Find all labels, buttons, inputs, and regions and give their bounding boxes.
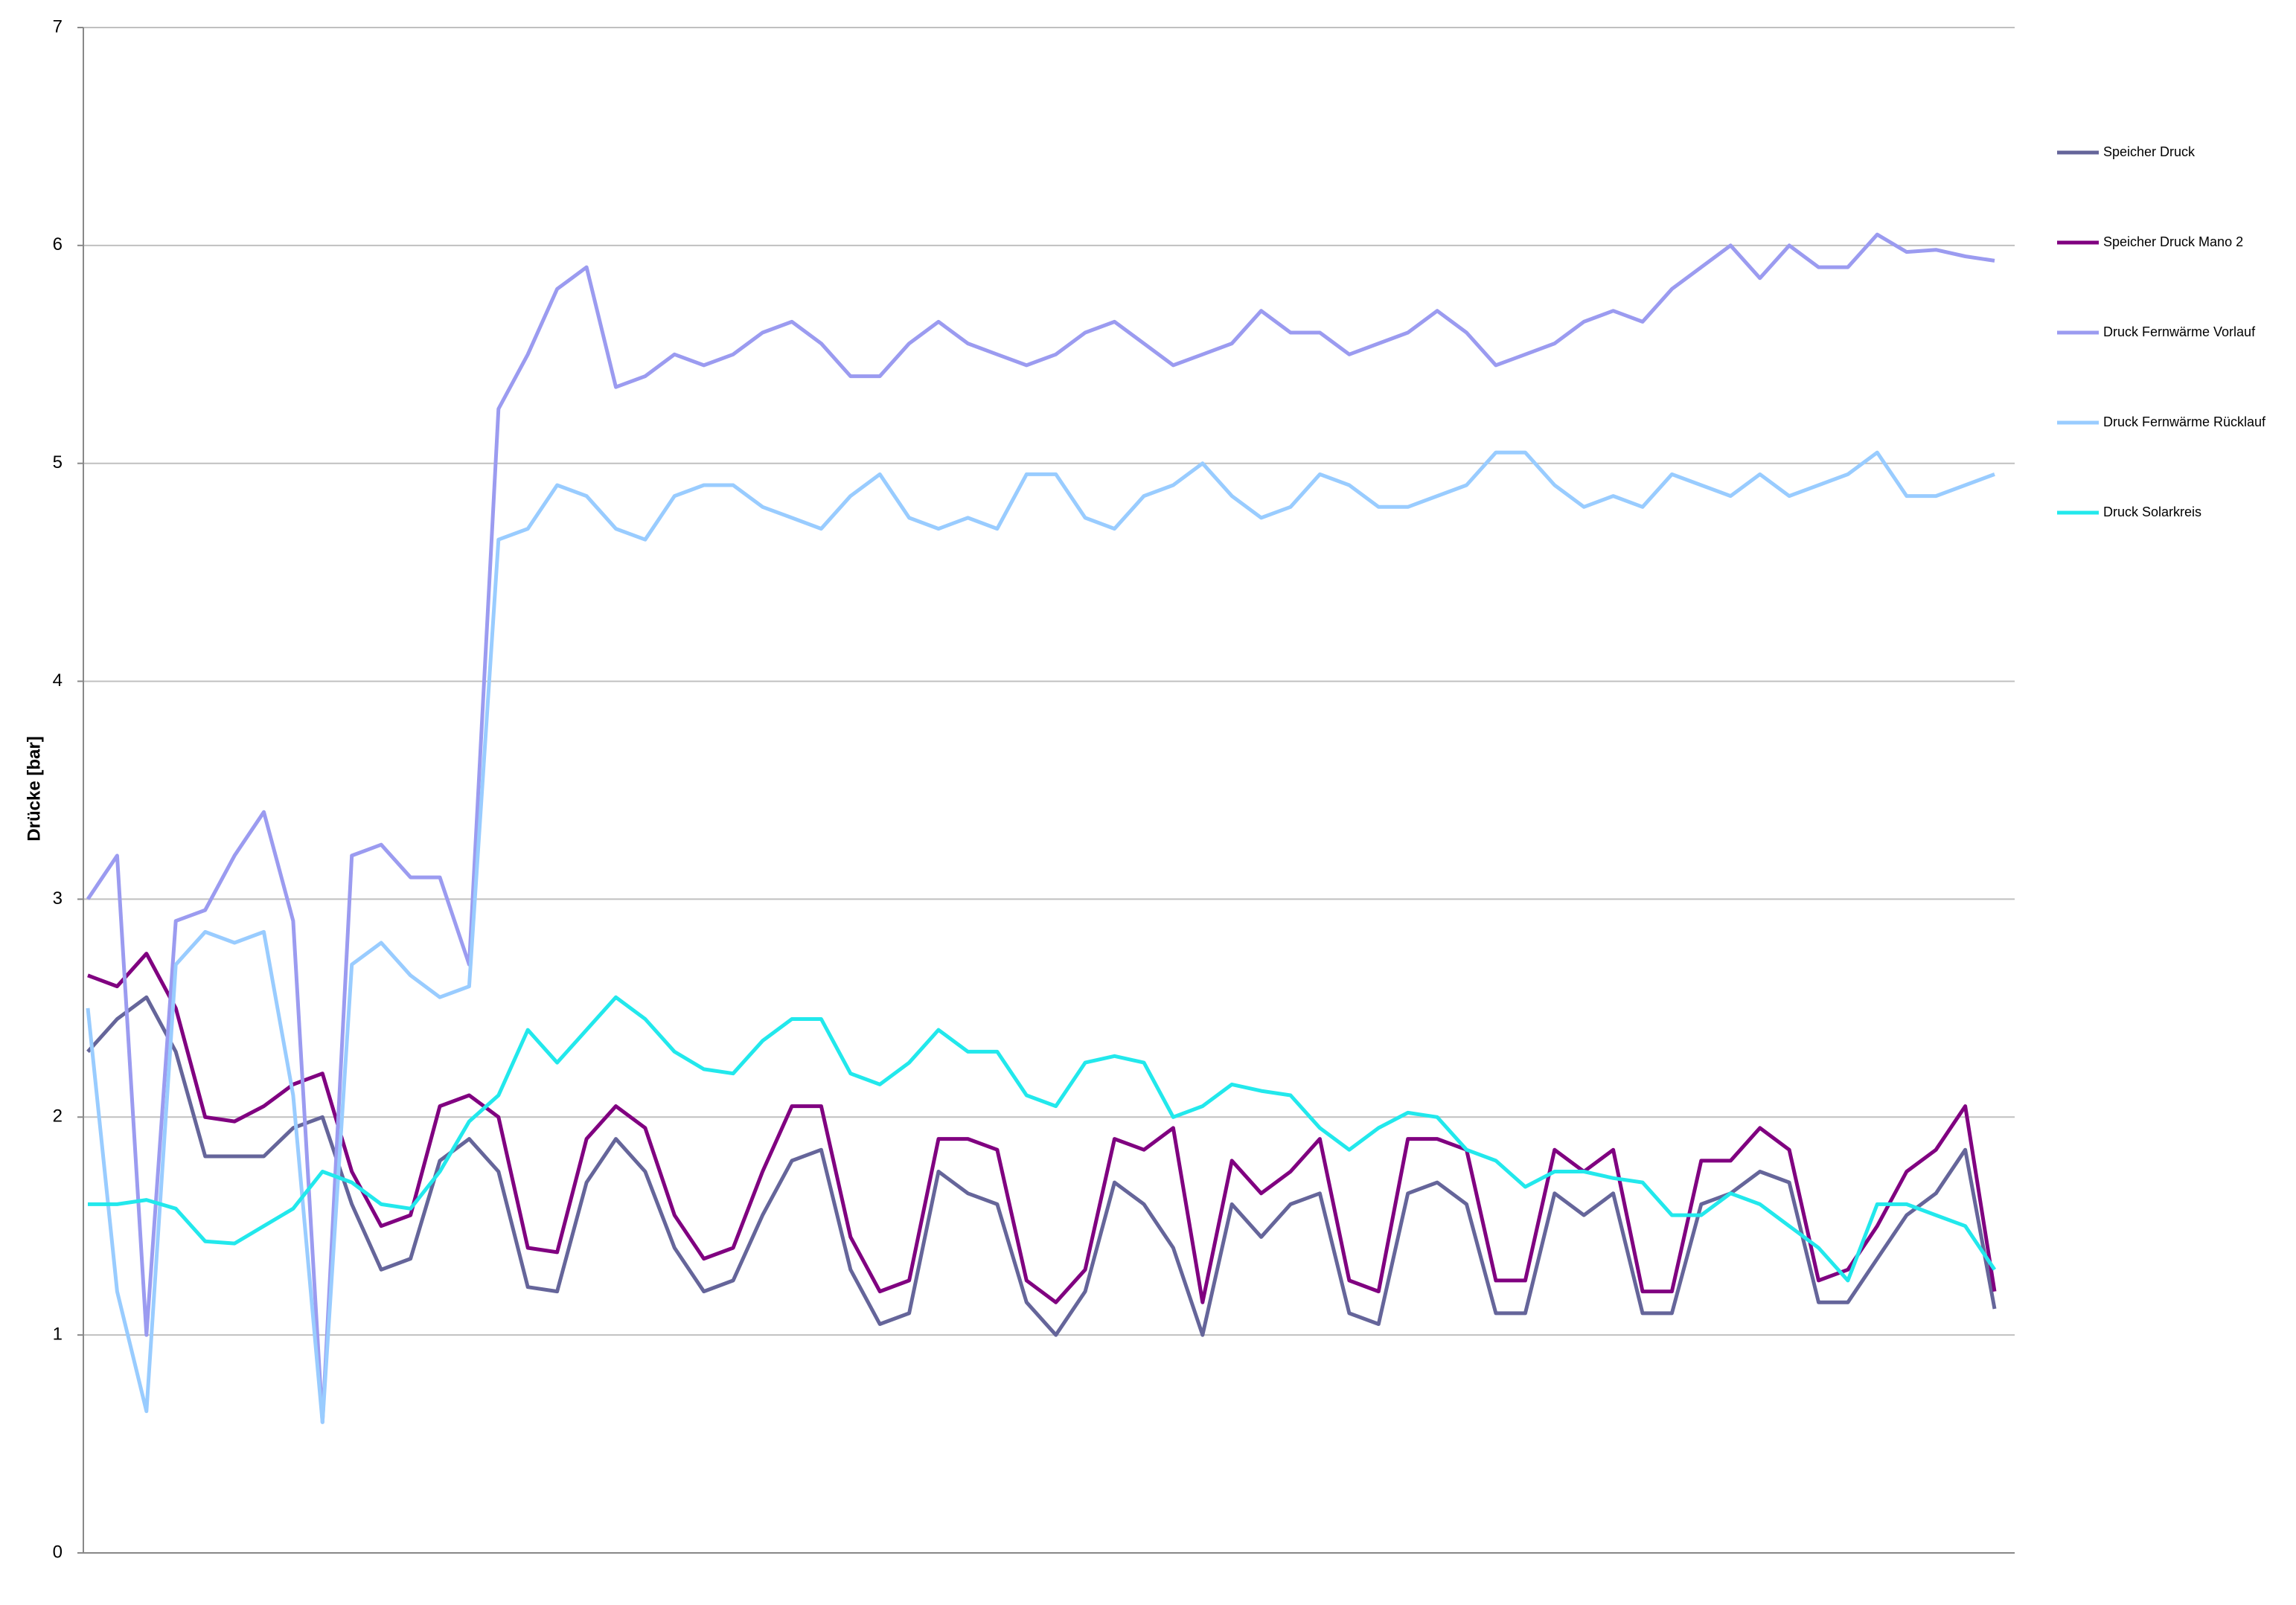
series-line <box>86 995 1997 1337</box>
legend-label: Druck Solarkreis <box>2103 504 2201 519</box>
legend-label: Druck Fernwärme Vorlauf <box>2103 324 2256 339</box>
legend-label: Speicher Druck <box>2103 144 2196 159</box>
y-tick-label: 1 <box>53 1324 63 1344</box>
y-tick-label: 0 <box>53 1542 63 1562</box>
y-tick-label: 2 <box>53 1106 63 1127</box>
series-line <box>87 952 1997 1304</box>
legend-label: Druck Fernwärme Rücklauf <box>2103 414 2266 429</box>
series-line <box>86 450 1995 1424</box>
y-tick-label: 4 <box>53 670 63 691</box>
series-line <box>88 995 1997 1283</box>
series-line <box>86 232 1995 1424</box>
y-tick-label: 5 <box>53 452 63 472</box>
y-tick-label: 3 <box>53 888 63 909</box>
y-tick-label: 6 <box>53 234 63 254</box>
y-tick-label: 7 <box>53 16 63 36</box>
y-axis-title: Drücke [bar] <box>24 736 44 841</box>
legend-label: Speicher Druck Mano 2 <box>2103 234 2243 249</box>
